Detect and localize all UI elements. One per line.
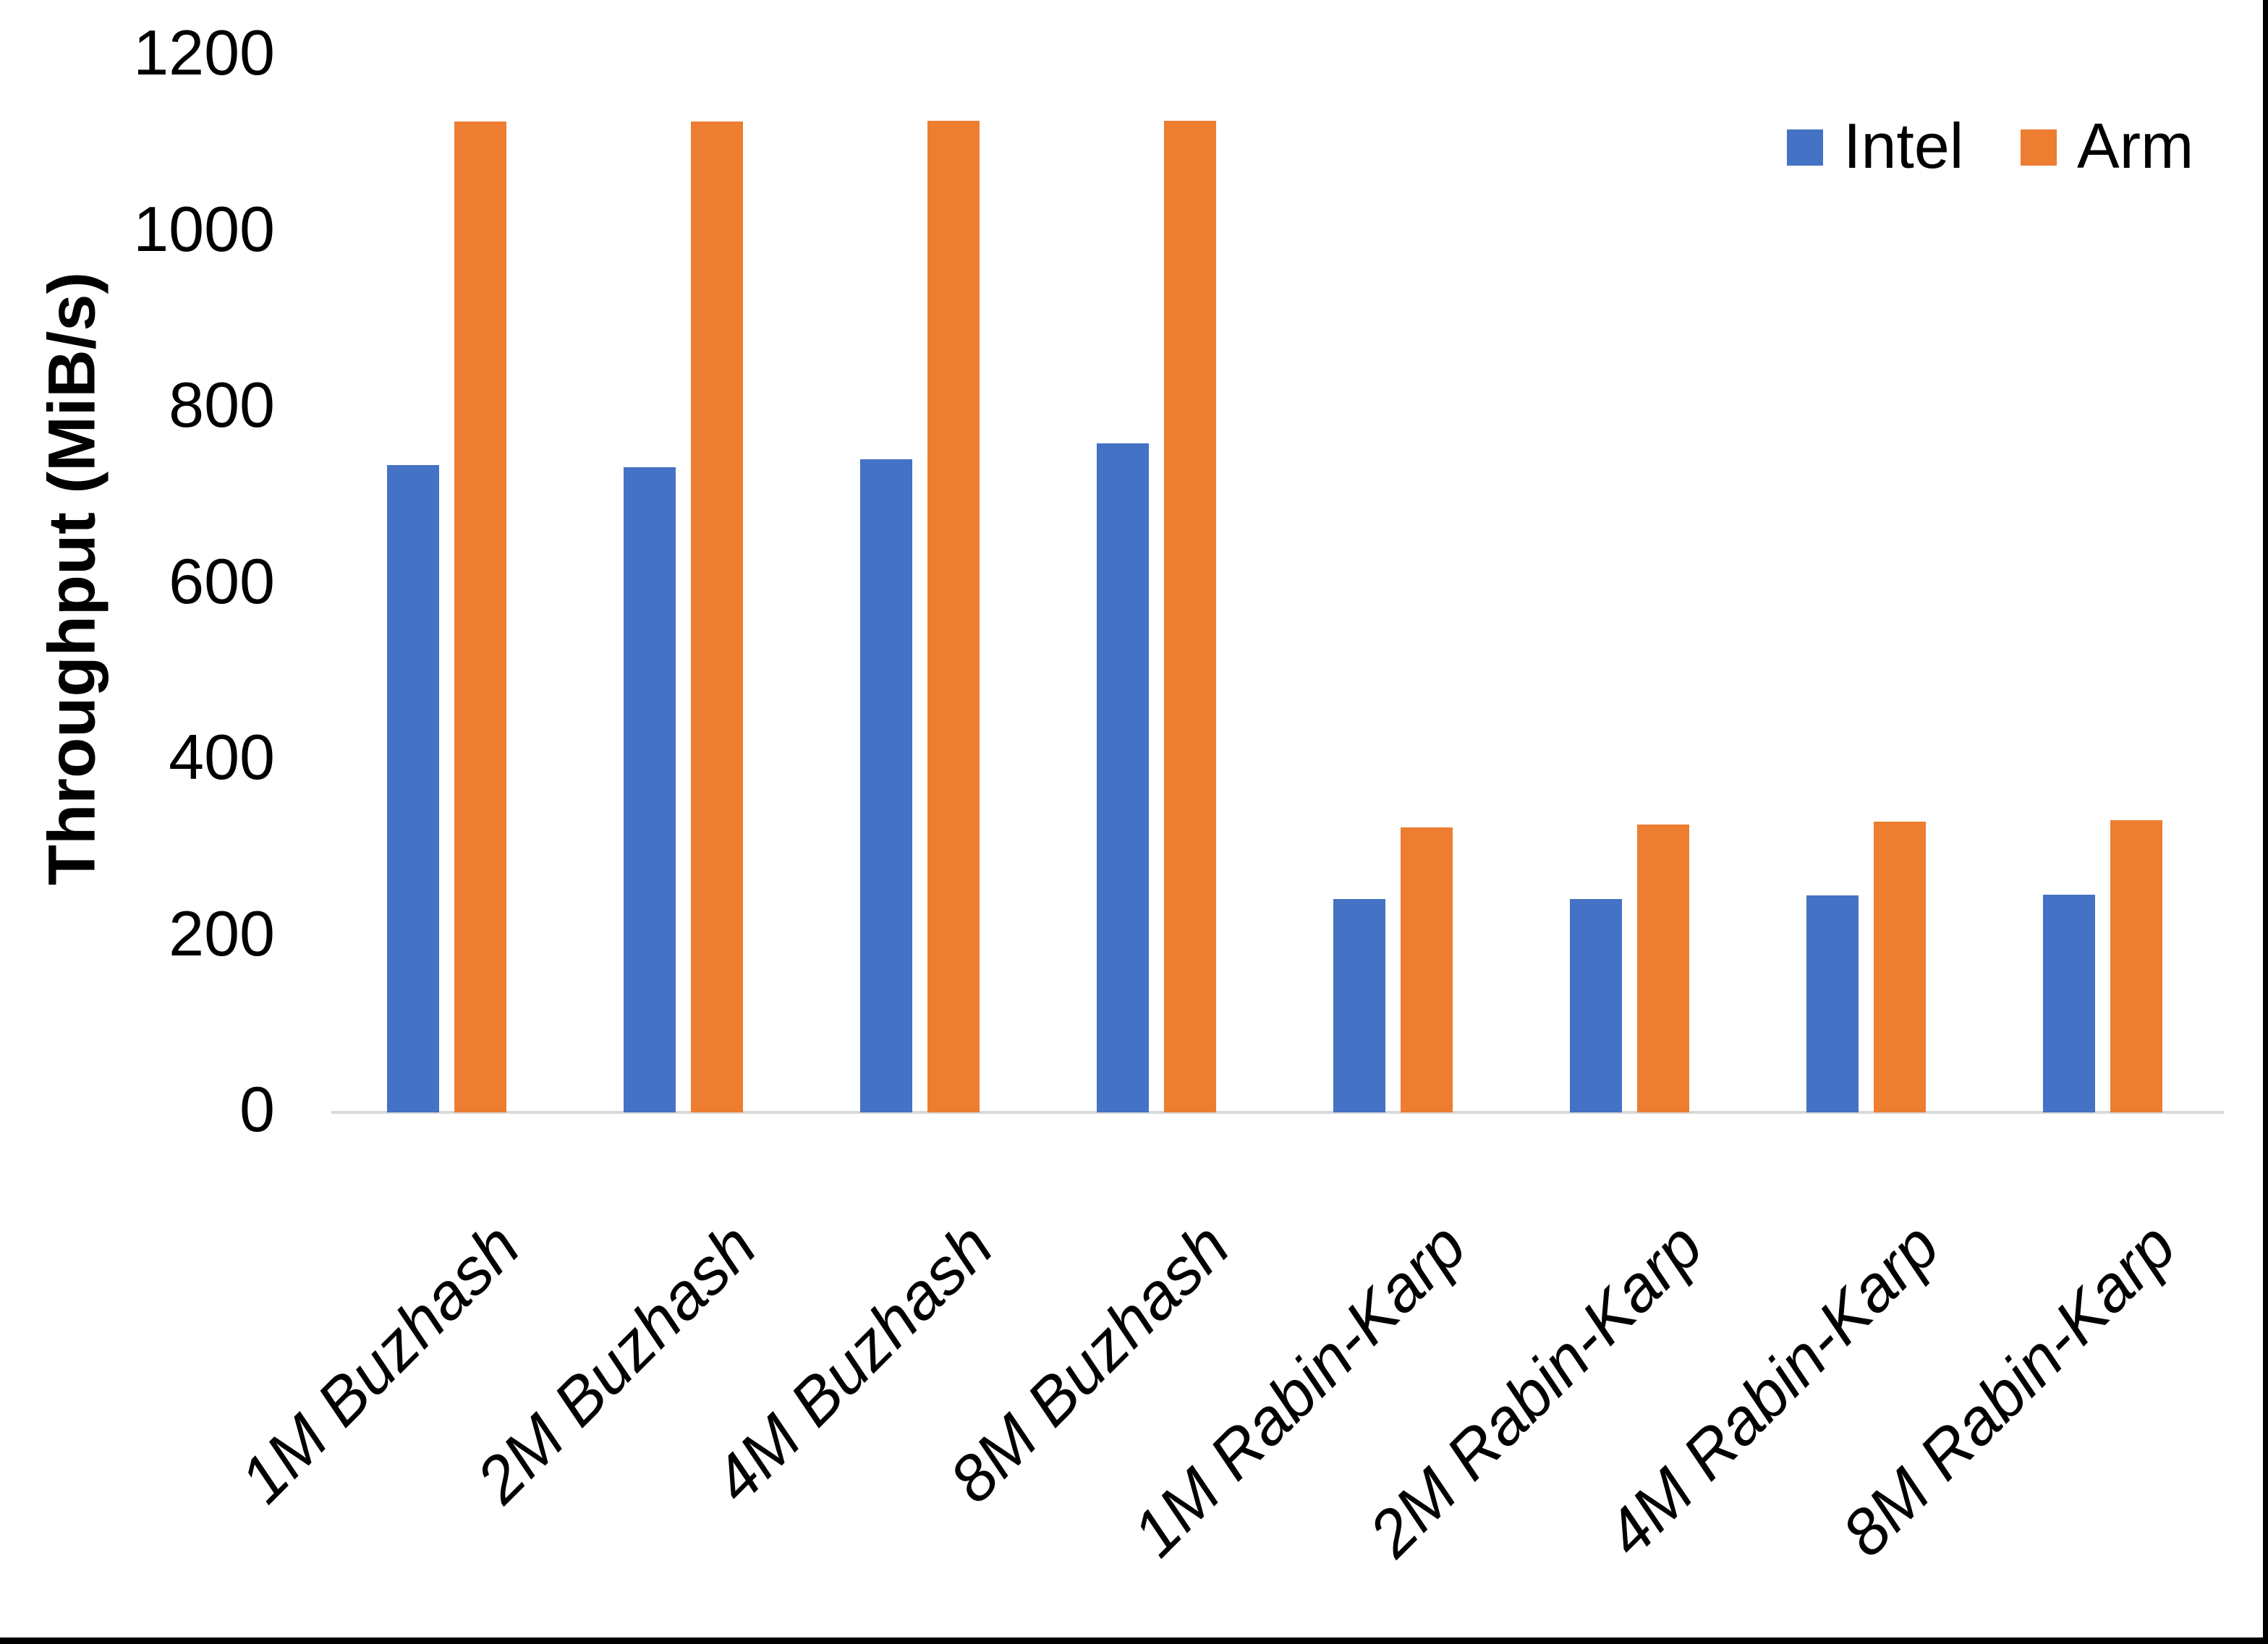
bar-intel-4m-rabin-karp bbox=[1806, 895, 1859, 1112]
legend-swatch-arm bbox=[2021, 129, 2057, 166]
y-tick-label-800: 800 bbox=[169, 368, 275, 440]
bar-arm-2m-rabin-karp bbox=[1637, 824, 1689, 1112]
x-axis-line bbox=[331, 1111, 2224, 1114]
y-tick-label-200: 200 bbox=[169, 897, 275, 969]
bar-arm-8m-rabin-karp bbox=[2110, 819, 2162, 1112]
bar-arm-8m-buzhash bbox=[1164, 121, 1216, 1112]
bar-intel-1m-buzhash bbox=[387, 465, 439, 1112]
bar-arm-1m-rabin-karp bbox=[1401, 827, 1453, 1112]
bar-intel-1m-rabin-karp bbox=[1333, 899, 1385, 1112]
y-tick-label-1000: 1000 bbox=[133, 192, 275, 265]
legend-label-intel: Intel bbox=[1843, 109, 1964, 182]
page-border-right bbox=[2263, 0, 2268, 1644]
bar-arm-4m-rabin-karp bbox=[1874, 822, 1926, 1112]
y-tick-label-0: 0 bbox=[239, 1073, 275, 1145]
bar-arm-1m-buzhash bbox=[454, 122, 506, 1112]
bar-intel-2m-rabin-karp bbox=[1570, 899, 1622, 1112]
y-tick-label-400: 400 bbox=[169, 720, 275, 793]
page-border-bottom bbox=[0, 1637, 2268, 1644]
bar-arm-4m-buzhash bbox=[927, 121, 980, 1112]
legend-swatch-intel bbox=[1787, 129, 1823, 166]
legend-label-arm: Arm bbox=[2077, 109, 2194, 182]
bar-intel-8m-rabin-karp bbox=[2043, 895, 2095, 1112]
bar-intel-2m-buzhash bbox=[624, 467, 676, 1112]
y-tick-label-600: 600 bbox=[169, 545, 275, 617]
bar-intel-4m-buzhash bbox=[860, 459, 912, 1112]
y-tick-label-1200: 1200 bbox=[133, 16, 275, 88]
bar-intel-8m-buzhash bbox=[1097, 443, 1149, 1112]
bar-arm-2m-buzhash bbox=[691, 122, 743, 1112]
